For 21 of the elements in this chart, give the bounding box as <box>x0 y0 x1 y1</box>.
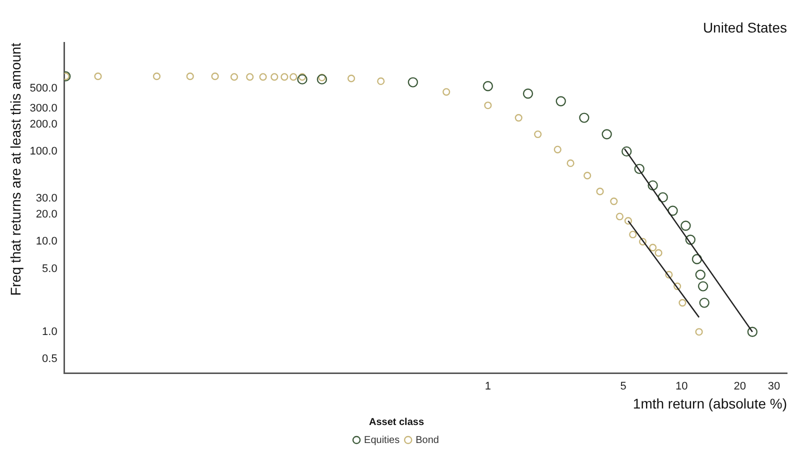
x-tick-label: 1 <box>484 380 491 393</box>
y-tick-label: 20.0 <box>36 208 58 221</box>
y-tick-label: 1.0 <box>42 326 58 338</box>
x-tick-label: 30 <box>768 380 780 393</box>
chart-title: United States <box>702 19 787 36</box>
legend-title: Asset class <box>368 416 424 428</box>
y-tick-label: 500.0 <box>30 82 58 94</box>
legend-label: Equities <box>364 434 400 446</box>
y-tick-label: 200.0 <box>30 118 58 130</box>
x-tick-label: 20 <box>734 380 746 393</box>
x-tick-label: 10 <box>675 380 688 393</box>
y-tick-label: 0.5 <box>42 353 58 366</box>
y-tick-label: 300.0 <box>30 102 58 114</box>
y-tick-label: 5.0 <box>42 262 58 275</box>
y-tick-label: 10.0 <box>36 236 58 248</box>
y-axis-title: Freq that returns are at least this amount <box>7 42 24 296</box>
x-axis-title: 1mth return (absolute %) <box>632 395 787 412</box>
y-tick-label: 30.0 <box>36 192 58 205</box>
y-tick-label: 100.0 <box>30 145 58 158</box>
legend-label: Bond <box>416 434 439 446</box>
x-tick-label: 5 <box>620 380 626 393</box>
